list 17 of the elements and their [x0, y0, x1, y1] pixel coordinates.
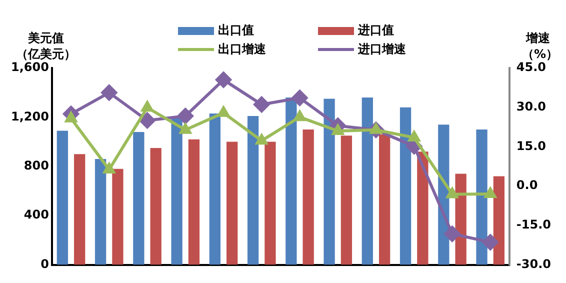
legend-label: 进口值 — [358, 22, 394, 39]
y-tick-label: 400 — [24, 208, 49, 222]
legend-label: 出口值 — [218, 22, 254, 39]
y2-tick-label: -15.0 — [516, 218, 552, 232]
y-axis-title: 美元值（亿美元） — [15, 30, 77, 62]
y-tick-label: 1,600 — [10, 60, 49, 74]
y2-tick-label: 15.0 — [516, 138, 546, 153]
legend-label: 出口增速 — [218, 41, 266, 58]
y-tick-label: 800 — [24, 158, 49, 173]
y2-tick-label: -30.0 — [516, 256, 552, 271]
y2-tick-label: 30.0 — [516, 99, 546, 114]
y2-tick-label: 45.0 — [516, 60, 546, 74]
y-tick-label: 1,200 — [10, 109, 49, 124]
y-tick-label: 0 — [40, 256, 49, 271]
y2-axis-title: 增速（%） — [522, 30, 558, 62]
y2-tick-label: 0.0 — [516, 178, 538, 192]
legend-label: 进口增速 — [358, 41, 406, 58]
